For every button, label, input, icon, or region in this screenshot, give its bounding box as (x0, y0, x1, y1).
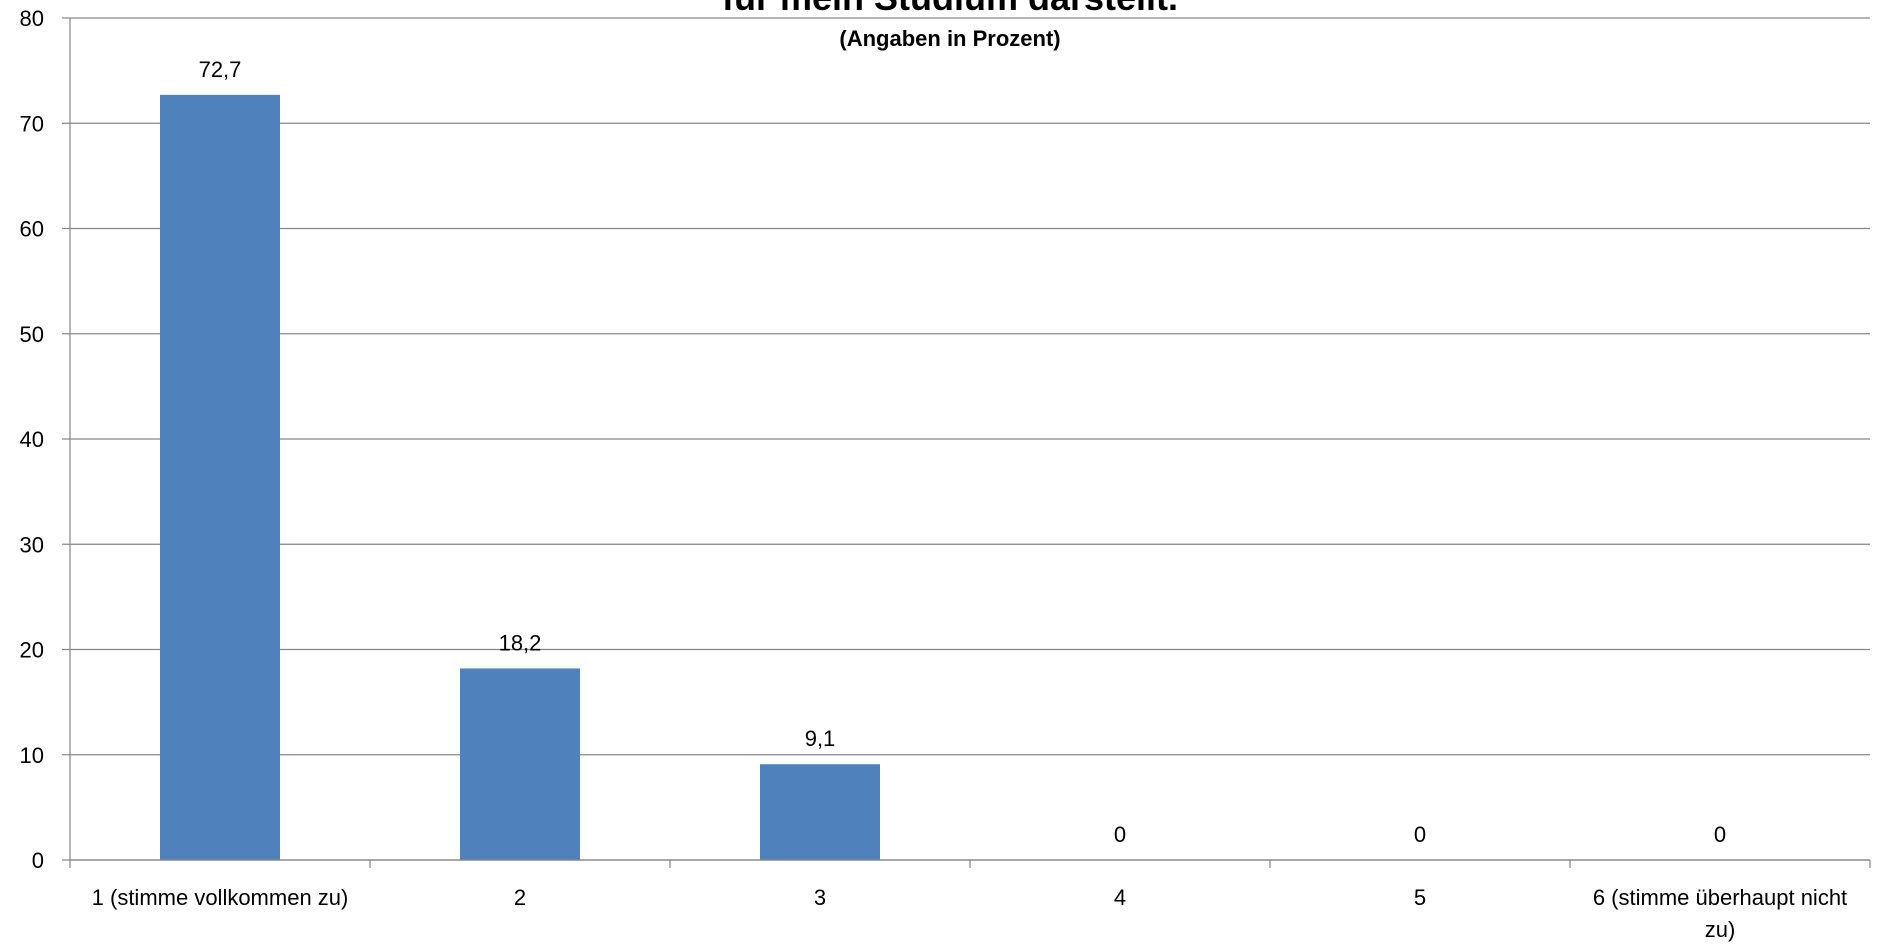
data-label: 0 (1714, 822, 1726, 847)
y-tick-label: 80 (20, 6, 44, 31)
gridlines (70, 17, 1870, 861)
axes (62, 17, 1871, 868)
category-label: 2 (514, 885, 526, 910)
bar (760, 764, 880, 860)
y-tick-labels: 0 10 20 30 40 50 60 70 80 (20, 6, 44, 873)
y-tick-label: 70 (20, 111, 44, 136)
chart-subtitle: (Angaben in Prozent) (839, 26, 1060, 51)
data-label: 0 (1114, 822, 1126, 847)
y-tick-label: 30 (20, 532, 44, 557)
y-tick-label: 50 (20, 322, 44, 347)
bar (460, 668, 580, 860)
category-label: 3 (814, 885, 826, 910)
bars (160, 94, 880, 860)
data-label: 18,2 (499, 630, 542, 655)
category-label: 5 (1414, 885, 1426, 910)
y-tick-label: 10 (20, 743, 44, 768)
y-tick-label: 40 (20, 427, 44, 452)
bar (160, 94, 280, 860)
y-tick-label: 60 (20, 217, 44, 242)
data-label: 0 (1414, 822, 1426, 847)
category-label: 6 (stimme überhaupt nicht zu) (1593, 885, 1847, 942)
chart-title: für mein Studium darstellt. (722, 0, 1178, 18)
y-tick-label: 20 (20, 638, 44, 663)
data-label: 72,7 (199, 57, 242, 82)
data-label: 9,1 (805, 726, 836, 751)
y-tick-label: 0 (32, 848, 44, 873)
category-label: 4 (1114, 885, 1126, 910)
data-labels: 72,7 18,2 9,1 0 0 0 (199, 57, 1727, 847)
category-label: 1 (stimme vollkommen zu) (92, 885, 349, 910)
category-labels: 1 (stimme vollkommen zu) 2 3 4 5 6 (stimme üb… (92, 885, 1848, 942)
